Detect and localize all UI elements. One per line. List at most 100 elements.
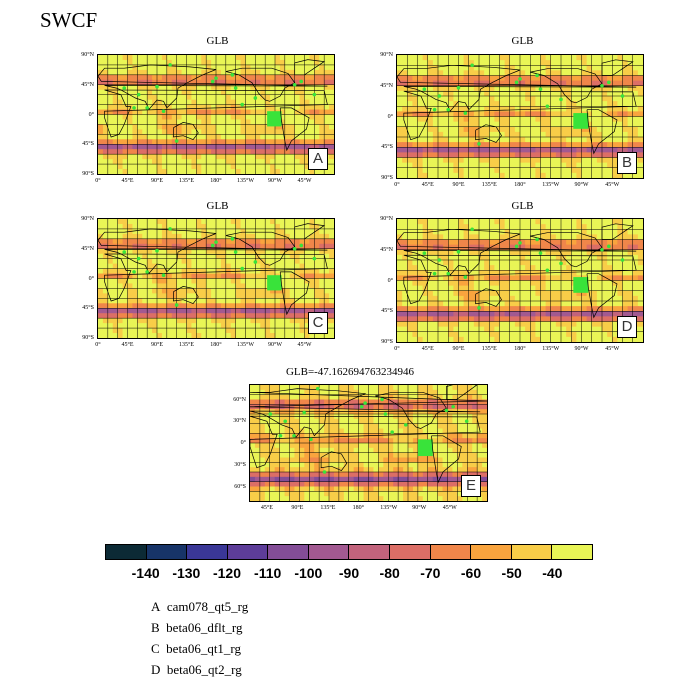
colorbar xyxy=(105,544,593,560)
lat-tick-label: 60°S xyxy=(234,483,246,490)
panel-title: GLB xyxy=(511,200,534,212)
lon-tick-label: 135°E xyxy=(481,182,497,188)
lat-tick-label: 90°N xyxy=(380,52,393,58)
lon-tick-label: 180° xyxy=(514,346,526,352)
lon-tick-label: 45°E xyxy=(121,342,134,348)
lon-tick-label: 45°E xyxy=(421,182,434,188)
lat-tick-label: 0° xyxy=(88,275,94,282)
lon-tick-label: 135°W xyxy=(542,182,560,188)
colorbar-tick-label: -100 xyxy=(294,565,323,581)
colorbar-swatch xyxy=(511,545,553,559)
colorbar-tick-label: -120 xyxy=(212,565,242,581)
lat-tick-label: 90°S xyxy=(381,339,393,345)
lon-tick-label: 45°E xyxy=(121,178,134,184)
colorbar-swatch xyxy=(268,545,309,559)
colorbar-tick-label: -70 xyxy=(420,565,441,581)
colorbar-swatch xyxy=(471,545,512,559)
lat-tick-label: 90°N xyxy=(81,216,94,222)
map-plot: C xyxy=(97,218,335,339)
lon-tick-label: 135°W xyxy=(542,346,560,352)
lat-tick-label: 90°S xyxy=(82,335,94,341)
map-plot: A xyxy=(97,54,335,175)
map-canvas xyxy=(98,219,334,338)
lon-tick-label: 180° xyxy=(210,178,222,184)
panel-title: GLB xyxy=(206,200,229,212)
lon-tick-label: 135°E xyxy=(320,505,336,511)
lon-tick-label: 45°E xyxy=(421,346,434,352)
colorbar-tick-label: -140 xyxy=(131,565,160,581)
lon-tick-label: 0° xyxy=(394,182,400,188)
map-canvas xyxy=(250,385,487,501)
lon-tick-label: 135°W xyxy=(236,178,255,184)
lon-tick-label: 45°W xyxy=(442,505,457,511)
colorbar-swatch xyxy=(552,545,592,559)
colorbar-tick-label: -90 xyxy=(338,565,360,581)
lat-tick-label: 45°N xyxy=(380,246,393,253)
lon-tick-label: 90°W xyxy=(267,342,283,348)
lon-tick-label: 135°E xyxy=(481,346,497,352)
panel-title: GLB=-47.162694763234946 xyxy=(285,366,415,378)
colorbar-tick-label: -80 xyxy=(379,565,400,581)
legend-entry: C beta06_qt1_rg xyxy=(151,641,242,656)
map-canvas xyxy=(98,55,334,174)
legend-entry: A cam078_qt5_rg xyxy=(151,599,249,614)
lat-tick-label: 60°N xyxy=(233,396,246,403)
figure-title: SWCF xyxy=(40,8,98,32)
lon-tick-label: 0° xyxy=(95,342,101,348)
colorbar-swatch xyxy=(349,545,391,559)
lon-tick-label: 90°E xyxy=(150,178,164,184)
lon-tick-label: 45°E xyxy=(260,505,273,511)
map-plot: B xyxy=(396,54,644,179)
case-legend: A cam078_qt5_rg B beta06_dflt_rg C beta0… xyxy=(151,596,248,680)
legend-entry: D beta06_qt2_rg xyxy=(151,662,242,677)
lon-tick-label: 90°E xyxy=(452,346,465,352)
colorbar-tick-label: -50 xyxy=(501,565,522,581)
lat-tick-label: 45°N xyxy=(81,245,94,252)
lon-tick-label: 45°W xyxy=(605,346,620,352)
map-canvas xyxy=(397,55,643,178)
lon-tick-label: 90°W xyxy=(574,182,589,188)
panel-letter: E xyxy=(461,475,481,497)
colorbar-swatch xyxy=(430,545,472,559)
panel-letter: C xyxy=(308,312,328,334)
panel-letter: A xyxy=(308,148,328,170)
lat-tick-label: 90°S xyxy=(82,171,94,177)
lon-tick-label: 180° xyxy=(210,342,222,348)
map-canvas xyxy=(397,219,643,342)
lon-tick-label: 90°W xyxy=(412,505,427,511)
lat-tick-label: 30°N xyxy=(233,418,246,425)
lat-tick-label: 0° xyxy=(387,277,393,284)
colorbar-swatch xyxy=(308,545,350,559)
lon-tick-label: 180° xyxy=(352,505,365,511)
lon-tick-label: 45°W xyxy=(297,178,312,184)
lat-tick-label: 90°N xyxy=(81,52,94,58)
colorbar-tick-label: -130 xyxy=(172,565,201,581)
lon-tick-label: 45°W xyxy=(605,182,620,188)
colorbar-swatch xyxy=(106,545,147,559)
map-plot: E xyxy=(249,384,488,502)
lat-tick-label: 0° xyxy=(88,111,94,118)
lat-tick-label: 30°S xyxy=(234,461,246,468)
lat-tick-label: 45°N xyxy=(81,81,94,88)
colorbar-swatch xyxy=(146,545,188,559)
panel-title: GLB xyxy=(206,35,229,47)
map-plot: D xyxy=(396,218,644,343)
panel-letter: B xyxy=(617,152,637,174)
lon-tick-label: 90°W xyxy=(267,178,283,184)
colorbar-swatch xyxy=(187,545,228,559)
lon-tick-label: 180° xyxy=(514,182,526,188)
lat-tick-label: 0° xyxy=(387,113,393,120)
lon-tick-label: 135°E xyxy=(178,342,195,348)
colorbar-swatch xyxy=(227,545,269,559)
lon-tick-label: 90°E xyxy=(291,505,304,511)
lat-tick-label: 45°S xyxy=(82,141,94,148)
lon-tick-label: 0° xyxy=(394,346,400,352)
panel-title: GLB xyxy=(511,35,534,47)
legend-entry: B beta06_dflt_rg xyxy=(151,620,243,635)
lat-tick-label: 45°S xyxy=(381,144,393,151)
colorbar-tick-label: -60 xyxy=(460,565,482,581)
colorbar-tick-label: -40 xyxy=(542,565,563,581)
colorbar-swatch xyxy=(390,545,431,559)
lon-tick-label: 135°E xyxy=(178,178,195,184)
lon-tick-label: 135°W xyxy=(236,342,255,348)
